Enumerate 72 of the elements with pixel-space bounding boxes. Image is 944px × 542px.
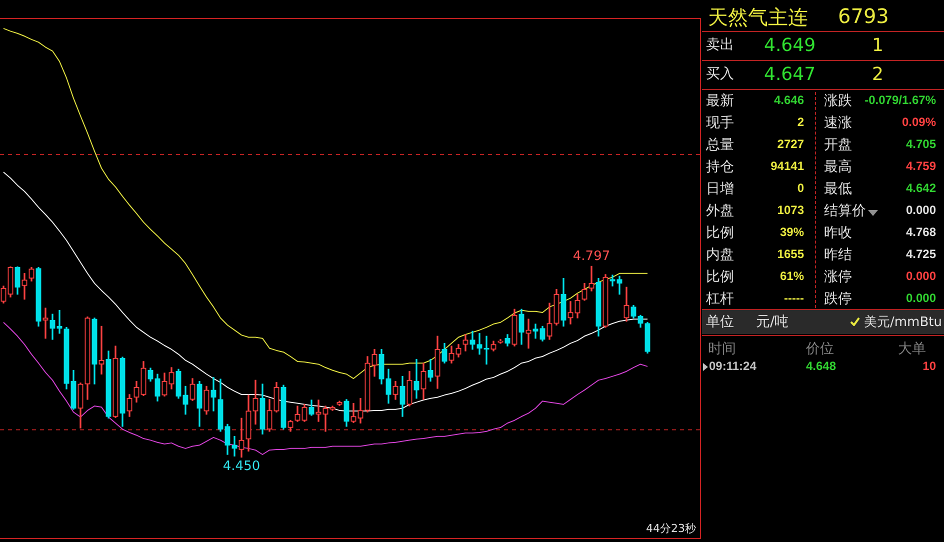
text: 94141: [770, 159, 804, 173]
text: 1073: [777, 203, 804, 217]
candlestick: [56, 310, 62, 334]
text: 现手: [706, 114, 734, 132]
text: 天然气主连: [708, 4, 808, 31]
candlestick: [42, 308, 48, 339]
text: 4.647: [764, 64, 816, 85]
text: 昨结: [824, 246, 852, 264]
candlestick: [414, 358, 420, 399]
text: 4.649: [764, 35, 816, 56]
text: 2: [872, 64, 884, 85]
text: 元/吨: [756, 313, 789, 331]
text: 0.000: [906, 269, 936, 283]
text: 0.09%: [902, 115, 936, 129]
text: 2: [797, 115, 804, 129]
text: 持仓: [706, 158, 734, 176]
text: 10: [922, 359, 936, 373]
annotation: 4.450: [222, 459, 260, 474]
text: 大单: [898, 340, 926, 358]
text: 开盘: [824, 136, 852, 154]
text: 时间: [708, 340, 736, 358]
text: 39%: [780, 225, 804, 239]
text: 4.725: [906, 247, 936, 261]
text: 比例: [706, 224, 734, 242]
text: -----: [784, 291, 804, 305]
text: -0.079/1.67%: [864, 93, 936, 107]
candlestick: [322, 406, 328, 432]
text: 卖出: [706, 36, 734, 54]
text: 昨收: [824, 224, 852, 242]
text: 价位: [806, 340, 834, 358]
text: 44分23秒: [646, 521, 696, 536]
text: 涨跌: [824, 92, 852, 110]
text: 4.642: [906, 181, 936, 195]
text: 最新: [706, 92, 734, 110]
candlestick: [22, 273, 28, 300]
text: 4.768: [906, 225, 936, 239]
candlestick: [232, 436, 238, 456]
text: 日增: [706, 180, 734, 198]
candlestick: [476, 333, 482, 355]
text: 0: [797, 181, 804, 195]
text: 单位: [706, 313, 734, 331]
text: 买入: [706, 65, 734, 83]
text: 跌停: [824, 290, 852, 308]
text: 4.705: [906, 137, 936, 151]
text: 1655: [777, 247, 804, 261]
candlestick: [210, 377, 216, 412]
text: 内盘: [706, 246, 734, 264]
text: 比例: [706, 268, 734, 286]
text: 0.000: [906, 291, 936, 305]
text: 09:11:24: [709, 359, 756, 373]
text: 最低: [824, 180, 852, 198]
candlestick: [616, 276, 622, 295]
candlestick: [588, 266, 594, 292]
annotation: 4.797: [572, 249, 610, 264]
text: 1: [872, 35, 884, 56]
text: 2727: [777, 137, 804, 151]
text: 6793: [838, 4, 889, 28]
text: 4.648: [806, 359, 836, 373]
text: 总量: [706, 136, 734, 154]
text: 最高: [824, 158, 852, 176]
text: 4.646: [774, 93, 804, 107]
candlestick: [532, 324, 538, 339]
text: 61%: [780, 269, 804, 283]
text: 美元/mmBtu: [864, 314, 942, 331]
text: 结算价: [824, 202, 866, 220]
text: 4.759: [906, 159, 936, 173]
text: 速涨: [824, 114, 852, 132]
candlestick: [98, 326, 104, 374]
text: 外盘: [706, 202, 734, 220]
text: 杠杆: [706, 290, 734, 308]
text: 0.000: [906, 203, 936, 217]
text: 涨停: [824, 268, 852, 286]
